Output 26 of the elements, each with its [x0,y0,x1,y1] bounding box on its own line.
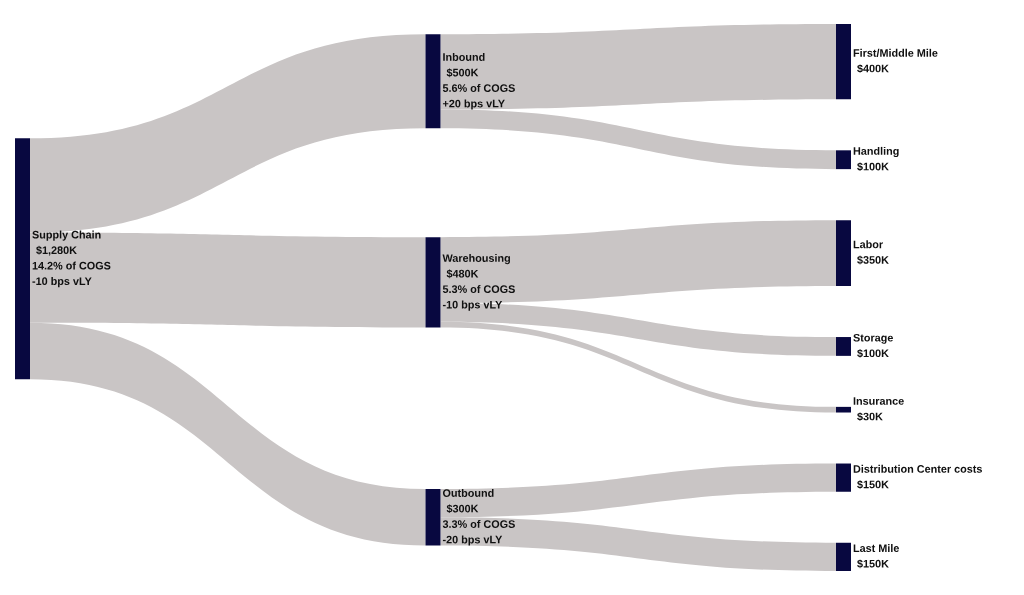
data-label: $480K [446,269,479,279]
data-label: $30K [857,412,883,422]
data-label: $1,280K [36,245,77,256]
category-label: First/Middle Mile [853,48,938,57]
data-label: $300K [446,504,479,514]
category-label: Labor [853,240,883,249]
category-label: Warehousing [442,254,510,265]
category-label: Inbound [443,52,485,61]
text: 3.3% of COGS -20 bps vLY [442,519,515,546]
data-label: $400K [857,64,889,74]
data-label: $150K [857,559,889,569]
category-label: Supply Chain [32,230,101,241]
data-label: $350K [857,255,889,265]
data-label: $500K [446,68,479,78]
text: 14.2% of COGS -10 bps vLY [32,261,111,288]
category-label: Storage [853,333,893,344]
text: 5.3% of COGS -10 bps vLY [442,285,515,311]
category-label: Distribution Center costs [853,464,982,473]
data-label: $100K [857,162,889,172]
category-label: Last Mile [853,544,899,553]
category-label: Outbound [442,488,494,497]
data-label: $100K [857,348,889,358]
text: 5.6% of COGS +20 bps vLY [442,83,515,110]
data-label: $150K [857,480,889,489]
category-label: Handling [853,146,899,158]
category-label: Insurance [853,397,904,405]
